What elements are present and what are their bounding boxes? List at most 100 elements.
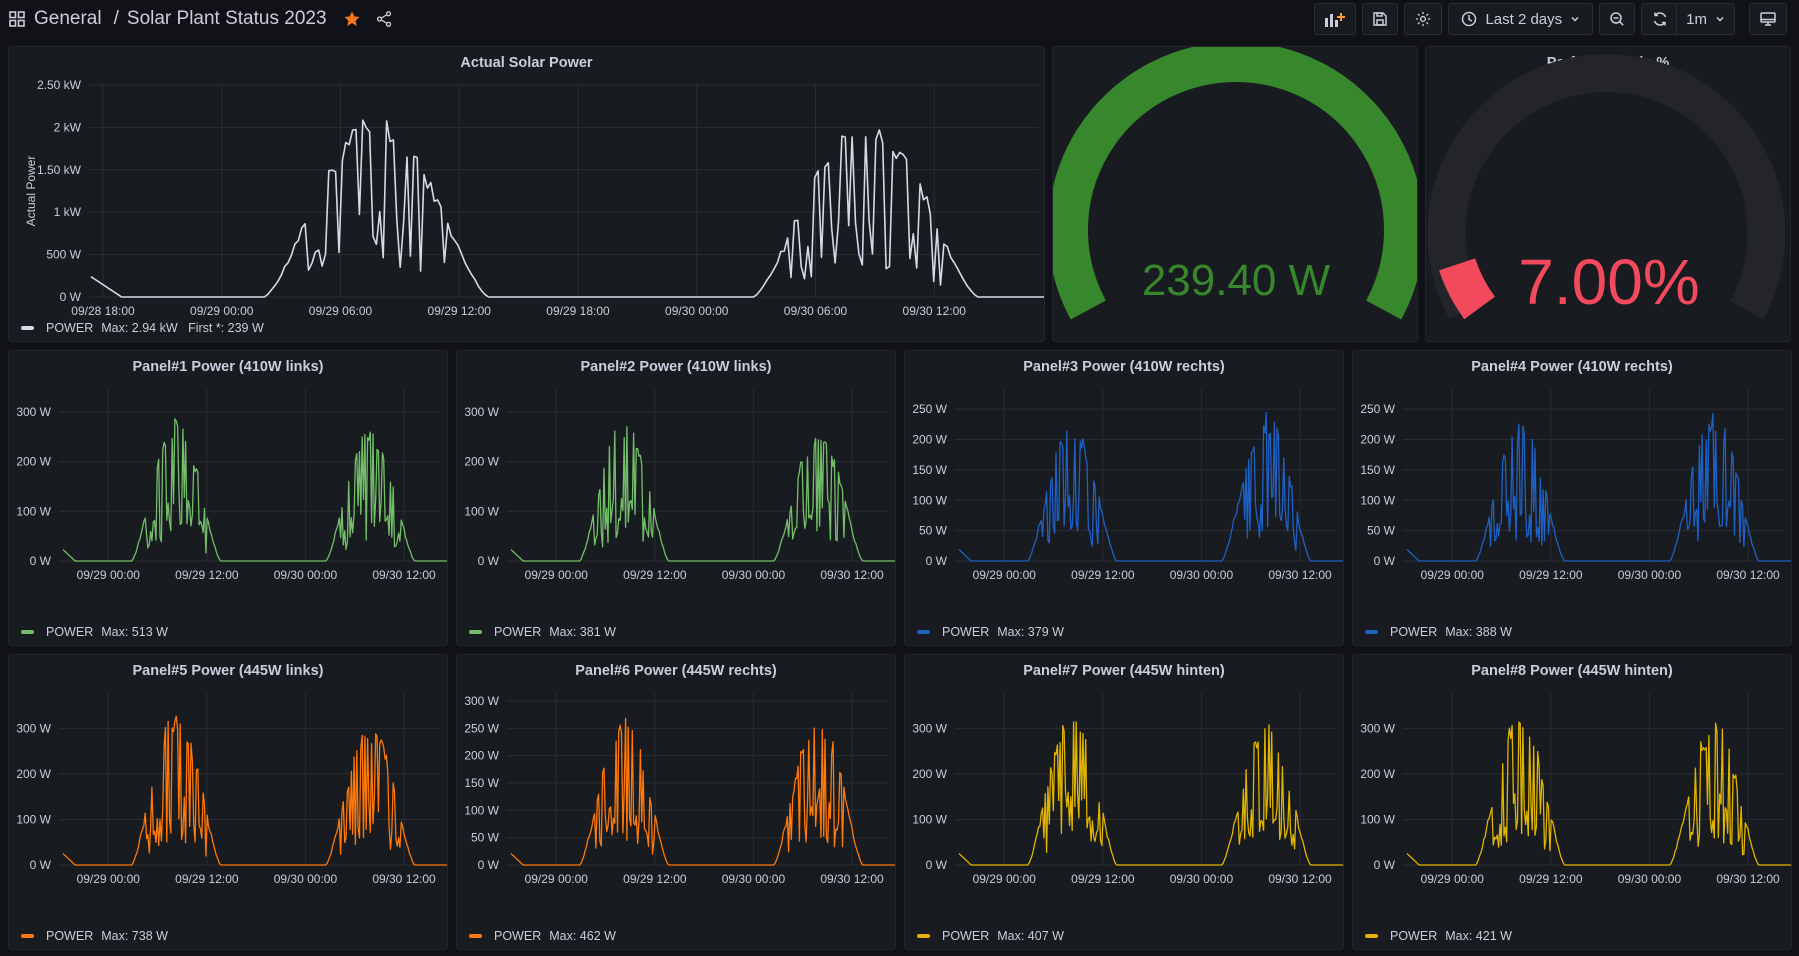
y-tick-label: 2 kW — [54, 120, 82, 134]
performance-gauge-panel[interactable]: Performance in % 7.00% — [1425, 46, 1791, 342]
x-tick-label: 09/29 12:00 — [623, 568, 687, 582]
clock-icon — [1462, 11, 1477, 27]
tv-mode-button[interactable] — [1749, 3, 1787, 35]
x-tick-label: 09/29 12:00 — [1519, 568, 1583, 582]
x-tick-label: 09/29 06:00 — [309, 304, 373, 318]
x-tick-label: 09/30 12:00 — [1268, 872, 1332, 886]
x-tick-label: 09/30 12:00 — [1716, 872, 1780, 886]
zoom-out-button[interactable] — [1599, 3, 1636, 35]
star-icon[interactable] — [343, 10, 361, 28]
y-tick-label: 0 W — [1374, 858, 1396, 872]
panel-chart: 250 W 200 W 150 W 100 W 50 W 0 W 09/29 00:00 09… — [912, 389, 1343, 582]
top-navigation-bar: General / Solar Plant Status 2023 Last 2… — [0, 0, 1799, 44]
chart-legend[interactable]: POWER Max: 513 W — [21, 625, 168, 639]
x-tick-label: 09/30 12:00 — [820, 872, 884, 886]
x-tick-label: 09/30 06:00 — [784, 304, 848, 318]
chart-legend[interactable]: POWER Max: 738 W — [21, 929, 168, 943]
share-icon[interactable] — [375, 10, 393, 28]
y-tick-label: 50 W — [471, 831, 500, 845]
legend-stats: Max: 738 W — [101, 929, 168, 943]
x-tick-label: 09/29 18:00 — [546, 304, 610, 318]
refresh-interval-picker[interactable]: 1m — [1676, 3, 1735, 35]
legend-stats: Max: 462 W — [549, 929, 616, 943]
panel-6-power-chart[interactable]: Panel#6 Power (445W rechts) 300 W 250 W 20… — [456, 654, 896, 950]
y-tick-label: 300 W — [1360, 721, 1395, 735]
dashboards-grid-icon[interactable] — [8, 10, 26, 28]
series-line-power — [1406, 721, 1791, 866]
panel-chart: 300 W 250 W 200 W 150 W 100 W 50 W 0 W 09/29 00… — [464, 693, 895, 886]
y-tick-label: 0 W — [478, 858, 500, 872]
chart-legend[interactable]: POWER Max: 381 W — [469, 625, 616, 639]
panel-title: Panel#5 Power (445W links) — [132, 663, 324, 679]
x-tick-label: 09/30 12:00 — [1268, 568, 1332, 582]
gauge-track — [1427, 54, 1786, 320]
panel-title: Panel#7 Power (445W hinten) — [1023, 663, 1225, 679]
x-tick-label: 09/29 12:00 — [623, 872, 687, 886]
y-tick-label: 1 kW — [54, 205, 82, 219]
panel-title: Panel#2 Power (410W links) — [580, 359, 772, 375]
legend-stats: Max: 381 W — [549, 625, 616, 639]
y-tick-label: 2.50 kW — [37, 78, 82, 92]
x-tick-label: 09/30 00:00 — [1618, 872, 1682, 886]
legend-stats: Max: 513 W — [101, 625, 168, 639]
save-icon — [1373, 12, 1388, 26]
chart-legend[interactable]: POWER Max: 462 W — [469, 929, 616, 943]
panel-8-power-chart[interactable]: Panel#8 Power (445W hinten) 300 W 200 W 10… — [1352, 654, 1792, 950]
legend-series-name: POWER — [942, 625, 990, 639]
y-tick-label: 100 W — [16, 812, 51, 826]
y-tick-label: 0 W — [1374, 554, 1396, 568]
legend-series-name: POWER — [494, 929, 542, 943]
panel-7-power-chart[interactable]: Panel#7 Power (445W hinten) 300 W 200 W 10… — [904, 654, 1344, 950]
panel-title: Panel#3 Power (410W rechts) — [1023, 359, 1225, 375]
dashboard-settings-button[interactable] — [1404, 3, 1443, 35]
dashboard-title[interactable]: Solar Plant Status 2023 — [126, 8, 327, 29]
chart-legend[interactable]: POWER Max: 388 W — [1365, 625, 1512, 639]
y-tick-label: 0 W — [478, 554, 500, 568]
panel-4-power-chart[interactable]: Panel#4 Power (410W rechts) 250 W 200 W 15… — [1352, 350, 1792, 646]
refresh-button[interactable] — [1641, 3, 1677, 35]
series-line-power — [510, 717, 895, 866]
legend-swatch — [917, 630, 930, 634]
x-tick-label: 09/29 12:00 — [1071, 568, 1135, 582]
series-line-power — [62, 715, 447, 866]
y-tick-label: 0 W — [60, 290, 82, 304]
actual-solar-power-panel[interactable]: Actual Solar Power 2.50 kW 2 kW 1.50 kW 1 k… — [8, 46, 1045, 342]
legend-swatch — [21, 326, 34, 330]
legend-swatch — [1365, 630, 1378, 634]
panel-5-power-chart[interactable]: Panel#5 Power (445W links) 300 W 200 W 100… — [8, 654, 448, 950]
time-range-picker[interactable]: Last 2 days — [1448, 3, 1594, 35]
x-tick-label: 09/29 00:00 — [973, 568, 1037, 582]
x-tick-label: 09/29 12:00 — [428, 304, 492, 318]
y-tick-label: 300 W — [16, 405, 51, 419]
y-tick-label: 250 W — [912, 402, 947, 416]
x-tick-label: 09/30 00:00 — [665, 304, 729, 318]
chart-legend[interactable]: POWER Max: 379 W — [917, 625, 1064, 639]
y-tick-label: 150 W — [464, 776, 499, 790]
chevron-down-icon — [1716, 16, 1724, 22]
x-tick-label: 09/29 12:00 — [175, 872, 239, 886]
actual-power-gauge-panel[interactable]: Actual Power 239.40 W — [1052, 46, 1418, 342]
chart-legend[interactable]: POWER Max: 407 W — [917, 929, 1064, 943]
chart-legend[interactable]: POWER Max: 2.94 kW First *: 239 W — [21, 321, 264, 335]
y-tick-label: 200 W — [1360, 433, 1395, 447]
chart-legend[interactable]: POWER Max: 421 W — [1365, 929, 1512, 943]
panel-1-power-chart[interactable]: Panel#1 Power (410W links) 300 W 200 W 100… — [8, 350, 448, 646]
y-tick-label: 150 W — [912, 463, 947, 477]
save-dashboard-button[interactable] — [1362, 3, 1399, 35]
y-tick-label: 100 W — [1360, 493, 1395, 507]
panel-2-power-chart[interactable]: Panel#2 Power (410W links) 300 W 200 W 100… — [456, 350, 896, 646]
x-tick-label: 09/30 00:00 — [1170, 568, 1234, 582]
breadcrumb-separator: / — [113, 8, 119, 29]
legend-swatch — [1365, 934, 1378, 938]
x-tick-label: 09/29 12:00 — [175, 568, 239, 582]
gear-icon — [1416, 11, 1431, 27]
panel-chart: 250 W 200 W 150 W 100 W 50 W 0 W 09/29 00:00 09… — [1360, 389, 1791, 582]
gauge: 7.00% — [1427, 54, 1786, 320]
x-tick-label: 09/29 12:00 — [1519, 872, 1583, 886]
add-panel-button[interactable] — [1314, 3, 1357, 35]
panel-3-power-chart[interactable]: Panel#3 Power (410W rechts) 250 W 200 W 15… — [904, 350, 1344, 646]
legend-swatch — [917, 934, 930, 938]
breadcrumb: General / Solar Plant Status 2023 — [8, 6, 393, 32]
y-tick-label: 300 W — [464, 694, 499, 708]
breadcrumb-folder[interactable]: General — [34, 8, 102, 29]
